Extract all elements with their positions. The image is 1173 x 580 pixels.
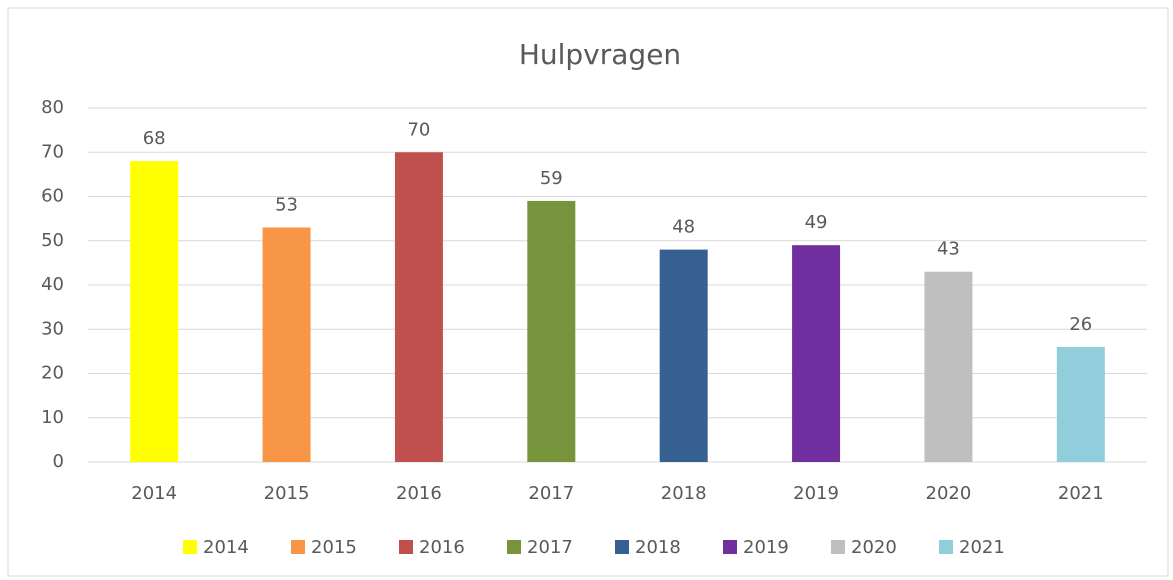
x-tick-label: 2014 (131, 483, 177, 504)
y-tick-label: 40 (41, 274, 64, 295)
legend-swatch (723, 540, 737, 554)
data-label: 70 (407, 119, 430, 140)
legend-swatch (831, 540, 845, 554)
x-tick-label: 2016 (396, 483, 442, 504)
y-tick-label: 60 (41, 186, 64, 207)
bar (1056, 346, 1105, 462)
data-label: 53 (275, 194, 298, 215)
y-tick-label: 0 (53, 451, 64, 472)
bar (130, 161, 179, 462)
legend-swatch (183, 540, 197, 554)
data-label: 26 (1069, 314, 1092, 335)
legend-swatch (615, 540, 629, 554)
legend-label: 2020 (851, 537, 897, 558)
bar (527, 200, 576, 463)
chart-border (7, 7, 1169, 577)
legend-label: 2015 (311, 537, 357, 558)
data-label: 43 (937, 239, 960, 260)
y-tick-label: 80 (41, 97, 64, 118)
x-tick-label: 2015 (264, 483, 310, 504)
legend-label: 2018 (635, 537, 681, 558)
y-tick-label: 30 (41, 318, 64, 339)
data-label: 68 (143, 128, 166, 149)
x-tick-label: 2018 (661, 483, 707, 504)
legend-label: 2017 (527, 537, 573, 558)
bar (792, 245, 841, 462)
y-tick-label: 20 (41, 363, 64, 384)
y-tick-label: 70 (41, 141, 64, 162)
bar (924, 271, 973, 462)
x-tick-label: 2017 (528, 483, 574, 504)
data-label: 59 (540, 168, 563, 189)
legend-label: 2021 (959, 537, 1005, 558)
y-tick-label: 10 (41, 407, 64, 428)
legend-label: 2016 (419, 537, 465, 558)
legend-swatch (291, 540, 305, 554)
x-tick-label: 2020 (926, 483, 972, 504)
chart-title: Hulpvragen (519, 38, 681, 71)
x-tick-label: 2019 (793, 483, 839, 504)
data-label: 49 (805, 212, 828, 233)
bar (394, 152, 443, 462)
x-tick-label: 2021 (1058, 483, 1104, 504)
legend-label: 2019 (743, 537, 789, 558)
legend-swatch (399, 540, 413, 554)
bar (659, 249, 708, 462)
legend-label: 2014 (203, 537, 249, 558)
legend-swatch (939, 540, 953, 554)
bar (262, 227, 311, 462)
y-tick-label: 50 (41, 230, 64, 251)
legend-swatch (507, 540, 521, 554)
data-label: 48 (672, 217, 695, 238)
